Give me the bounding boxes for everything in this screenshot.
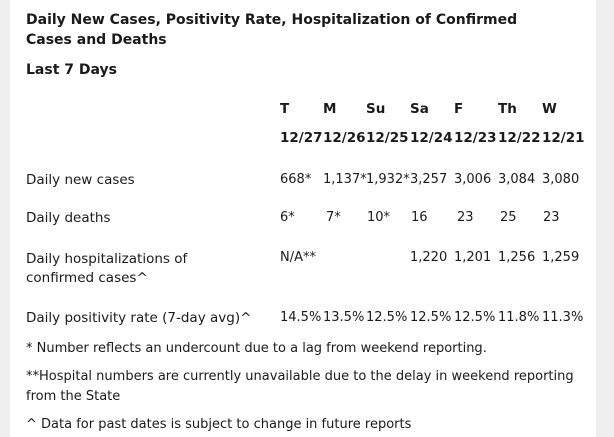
table-cell: 6* xyxy=(280,210,295,225)
table-cell: 23 xyxy=(543,210,560,225)
date-header-3: 12/25 xyxy=(366,130,409,146)
table-cell: 668* xyxy=(280,172,312,187)
date-header-2: 12/26 xyxy=(323,130,366,146)
date-header-1: 12/27 xyxy=(280,130,323,146)
table-cell: 14.5% xyxy=(280,310,322,325)
table-cell: 3,080 xyxy=(542,172,580,187)
date-header-7: 12/21 xyxy=(542,130,585,146)
day-header-fri: F xyxy=(454,101,464,117)
day-header-sun: Su xyxy=(366,101,386,117)
table-cell: 13.5% xyxy=(323,310,365,325)
table-cell: 3,084 xyxy=(498,172,536,187)
date-header-6: 12/22 xyxy=(498,130,541,146)
table-cell: 1,256 xyxy=(498,250,536,265)
table-cell: 10* xyxy=(367,210,391,225)
row-label-hospitalizations: Daily hospitalizations of confirmed case… xyxy=(26,251,188,286)
content-panel: Daily New Cases, Positivity Rate, Hospit… xyxy=(10,0,596,437)
date-header-4: 12/24 xyxy=(410,130,453,146)
table-cell: 12.5% xyxy=(410,310,452,325)
table-cell: 16 xyxy=(411,210,428,225)
table-cell: 1,259 xyxy=(542,250,580,265)
table-cell: 11.8% xyxy=(498,310,540,325)
table-cell: N/A** xyxy=(280,250,316,265)
table-cell: 3,257 xyxy=(410,172,448,187)
day-header-thu: Th xyxy=(498,101,517,117)
table-cell: 1,932* xyxy=(366,172,410,187)
day-header-wed: W xyxy=(542,101,557,117)
page-title: Daily New Cases, Positivity Rate, Hospit… xyxy=(26,12,518,48)
day-header-sat: Sa xyxy=(410,101,429,117)
date-header-5: 12/23 xyxy=(454,130,497,146)
day-header-tue: T xyxy=(280,101,290,117)
page-subtitle: Last 7 Days xyxy=(26,62,117,78)
footnote-hospital-unavailable: **Hospital numbers are currently unavail… xyxy=(26,369,574,404)
day-header-mon: M xyxy=(323,101,337,117)
table-cell: 1,220 xyxy=(410,250,448,265)
table-cell: 12.5% xyxy=(454,310,496,325)
table-cell: 7* xyxy=(326,210,341,225)
table-cell: 23 xyxy=(457,210,474,225)
row-label-deaths: Daily deaths xyxy=(26,210,111,226)
footnote-undercount: * Number reflects an undercount due to a… xyxy=(26,341,487,356)
table-cell: 25 xyxy=(500,210,517,225)
table-cell: 11.3% xyxy=(542,310,584,325)
row-label-new-cases: Daily new cases xyxy=(26,172,135,188)
table-cell: 3,006 xyxy=(454,172,492,187)
footnote-data-subject-to-change: ^ Data for past dates is subject to chan… xyxy=(26,417,412,432)
table-cell: 12.5% xyxy=(366,310,408,325)
table-cell: 1,201 xyxy=(454,250,492,265)
table-cell: 1,137* xyxy=(323,172,367,187)
row-label-positivity-rate: Daily positivity rate (7-day avg)^ xyxy=(26,310,252,326)
